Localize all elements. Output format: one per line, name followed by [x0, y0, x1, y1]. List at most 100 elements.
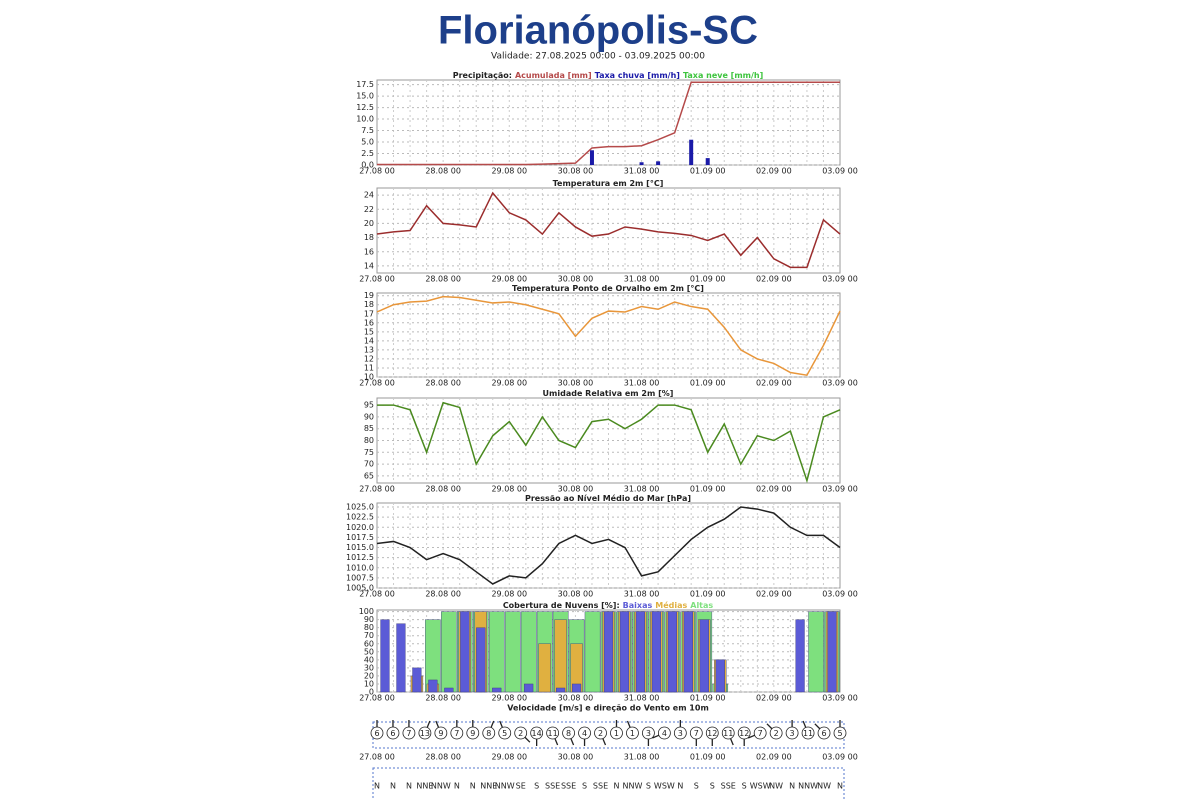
- x-tick-label: 31.08 00: [624, 694, 660, 703]
- wind-speed: [833, 726, 847, 740]
- wind-arrow: [435, 720, 440, 728]
- x-tick-label: 31.08 00: [624, 167, 660, 176]
- plot-frame: [376, 187, 841, 274]
- x-tick-label: 29.08 00: [491, 590, 527, 599]
- bar: [554, 619, 567, 693]
- x-tick-label: 31.08 00: [624, 485, 660, 494]
- wind-speed: [530, 726, 544, 740]
- wind-speed: [402, 726, 416, 740]
- wind-speed-label: 2: [774, 729, 779, 738]
- wind-arrow: [626, 720, 631, 728]
- line: [376, 191, 841, 269]
- x-tick-label: 01.09 00: [690, 379, 726, 388]
- legend-entry: Baixas: [623, 601, 653, 610]
- x-tick-label: 29.08 00: [491, 167, 527, 176]
- wind-speed: [626, 726, 639, 740]
- wind-speed-label: 8: [566, 729, 571, 738]
- x-tick-label: 29.08 00: [491, 485, 527, 494]
- bar: [444, 687, 454, 693]
- bar: [412, 667, 422, 693]
- wind-speed: [578, 726, 591, 740]
- y-tick-label: 70: [364, 631, 374, 640]
- wind-arrow: [814, 723, 821, 730]
- wind-direction: S: [534, 782, 539, 791]
- x-tick-label: 28.08 00: [425, 753, 461, 762]
- wind-arrow: [747, 734, 755, 739]
- wind-speed: [514, 726, 528, 740]
- wind-speed: [370, 726, 384, 740]
- x-tick-label: 30.08 00: [558, 167, 594, 176]
- wind-speed: [642, 726, 655, 740]
- bar: [656, 161, 661, 165]
- x-tick-label: 03.09 00: [822, 485, 858, 494]
- chart-title: Temperatura em 2m [°C]: [553, 179, 664, 188]
- legend-entry: Médias: [655, 600, 687, 610]
- wind-speed: [817, 726, 831, 740]
- y-tick-label: 22: [364, 205, 374, 214]
- wind-arrow: [426, 720, 431, 728]
- bar: [441, 611, 457, 693]
- chart-title: Umidade Relativa em 2m [%]: [543, 389, 674, 398]
- wind-direction: SSE: [593, 782, 608, 791]
- wind-direction: NNE: [480, 782, 497, 791]
- wind-direction: WSW: [750, 782, 771, 791]
- y-tick-label: 10: [364, 679, 374, 688]
- wind-speed: [721, 726, 735, 740]
- wind-speed: [657, 726, 671, 740]
- wind-speed: [689, 726, 703, 740]
- bar: [689, 139, 694, 165]
- y-tick-label: 80: [364, 436, 374, 445]
- wind-speed-label: 14: [532, 729, 542, 738]
- x-tick-label: 28.08 00: [425, 590, 461, 599]
- wind-speed: [737, 726, 751, 740]
- plot-frame: [376, 502, 841, 589]
- wind-direction: SSE: [545, 782, 560, 791]
- wind-speed-label: 13: [420, 729, 430, 738]
- y-tick-label: 7.5: [361, 126, 374, 135]
- y-tick-label: 1020.0: [346, 523, 374, 532]
- y-tick-label: 65: [364, 471, 374, 480]
- chart-title-text: Pressão ao Nível Médio do Mar [hPa]: [525, 493, 691, 503]
- wind-direction: NNW: [623, 782, 643, 791]
- bar: [460, 611, 470, 693]
- wind-speed: [769, 726, 783, 740]
- y-tick-label: 90: [364, 412, 374, 421]
- x-tick-label: 03.09 00: [822, 694, 858, 703]
- y-tick-label: 17.5: [356, 80, 374, 89]
- wind-direction: NNW: [495, 782, 515, 791]
- wind-speed: [546, 726, 560, 740]
- y-tick-label: 1015.0: [346, 543, 374, 552]
- wind-speed-label: 6: [374, 729, 379, 738]
- x-tick-label: 01.09 00: [690, 753, 726, 762]
- x-tick-label: 27.08 00: [359, 379, 395, 388]
- y-tick-label: 40: [364, 655, 374, 664]
- x-tick-label: 31.08 00: [624, 379, 660, 388]
- y-tick-label: 1007.5: [346, 573, 374, 582]
- y-tick-label: 18: [364, 300, 374, 309]
- chart-title-text: Precipitação:: [453, 71, 512, 80]
- wind-speed: [482, 726, 496, 740]
- x-tick-label: 03.09 00: [822, 590, 858, 599]
- y-tick-label: 16: [364, 247, 374, 256]
- wind-direction: S: [742, 782, 747, 791]
- wind-direction: S: [582, 782, 587, 791]
- bar: [639, 162, 644, 165]
- wind-direction: SSE: [561, 782, 576, 791]
- x-tick-label: 27.08 00: [359, 167, 395, 176]
- bar: [571, 683, 582, 693]
- wind-speed-label: 3: [678, 729, 683, 738]
- y-tick-label: 11: [364, 363, 374, 372]
- page-title: Florianópolis-SC: [438, 9, 758, 53]
- wind-speed: [705, 726, 719, 740]
- y-tick-label: 60: [364, 639, 374, 648]
- y-tick-label: 1017.5: [346, 533, 374, 542]
- legend-entry: Acumulada [mm]: [515, 71, 592, 80]
- wind-speed: [386, 726, 400, 740]
- y-tick-label: 13: [364, 345, 374, 354]
- y-tick-label: 18: [364, 233, 374, 242]
- wind-direction: SSE: [721, 782, 736, 791]
- x-tick-label: 28.08 00: [425, 485, 461, 494]
- wind-speed-label: 12: [707, 729, 717, 738]
- wind-direction: N: [454, 782, 460, 791]
- wind-speed-label: 11: [723, 729, 733, 738]
